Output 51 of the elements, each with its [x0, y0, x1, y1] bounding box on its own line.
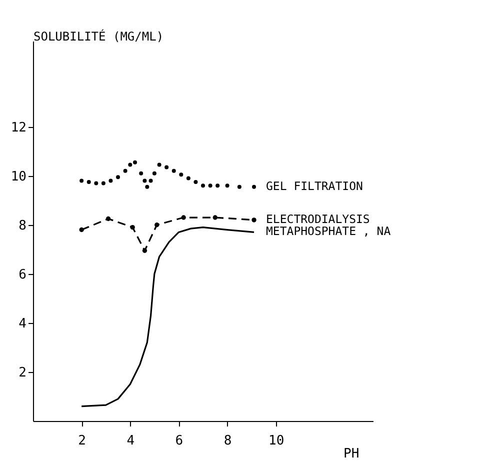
- series-label: ELECTRODIALYSIS: [266, 212, 370, 226]
- point: [172, 168, 176, 173]
- x-tick-label: 2: [78, 434, 86, 448]
- y-tick-label: 8: [18, 218, 26, 234]
- series-label: METAPHOSPHATE , NA: [266, 224, 391, 238]
- point: [79, 227, 84, 232]
- y-tick-label: 2: [18, 365, 26, 380]
- x-axis-title: PH: [344, 446, 360, 462]
- point: [157, 162, 162, 167]
- point: [186, 176, 190, 180]
- point: [152, 171, 156, 176]
- point: [212, 215, 218, 220]
- point: [145, 184, 150, 189]
- point: [128, 162, 132, 167]
- x-tick-label: 10: [268, 434, 284, 448]
- point: [208, 184, 212, 188]
- point: [123, 168, 128, 173]
- point: [101, 181, 106, 186]
- point: [179, 172, 184, 177]
- point: [139, 171, 144, 176]
- point: [108, 178, 113, 183]
- point: [181, 215, 186, 220]
- point: [252, 218, 256, 222]
- point: [201, 184, 205, 188]
- y-tick-label: 12: [10, 120, 26, 136]
- point: [148, 178, 153, 183]
- point: [130, 224, 135, 230]
- y-tick-label: 10: [10, 169, 26, 184]
- point: [106, 216, 111, 222]
- y-tick-label: 6: [18, 267, 26, 282]
- series-label: GEL FILTRATION: [266, 178, 364, 193]
- point: [116, 175, 120, 180]
- point: [154, 222, 160, 228]
- point: [142, 178, 147, 183]
- x-tick-label: 4: [126, 434, 135, 448]
- line-series: [80, 226, 255, 408]
- point: [80, 178, 84, 183]
- point: [164, 165, 169, 170]
- point: [142, 248, 148, 253]
- point: [225, 184, 230, 188]
- point: [86, 180, 91, 184]
- point: [237, 184, 242, 189]
- point: [94, 181, 98, 186]
- point: [133, 160, 137, 164]
- x-tick-label: 6: [175, 434, 184, 448]
- y-axis-title: SOLUBILITÉ (MG/ML): [34, 28, 164, 44]
- point: [216, 184, 220, 188]
- point: [194, 180, 198, 184]
- y-tick-label: 4: [18, 316, 27, 332]
- x-tick-label: 8: [224, 434, 232, 448]
- point: [252, 184, 256, 189]
